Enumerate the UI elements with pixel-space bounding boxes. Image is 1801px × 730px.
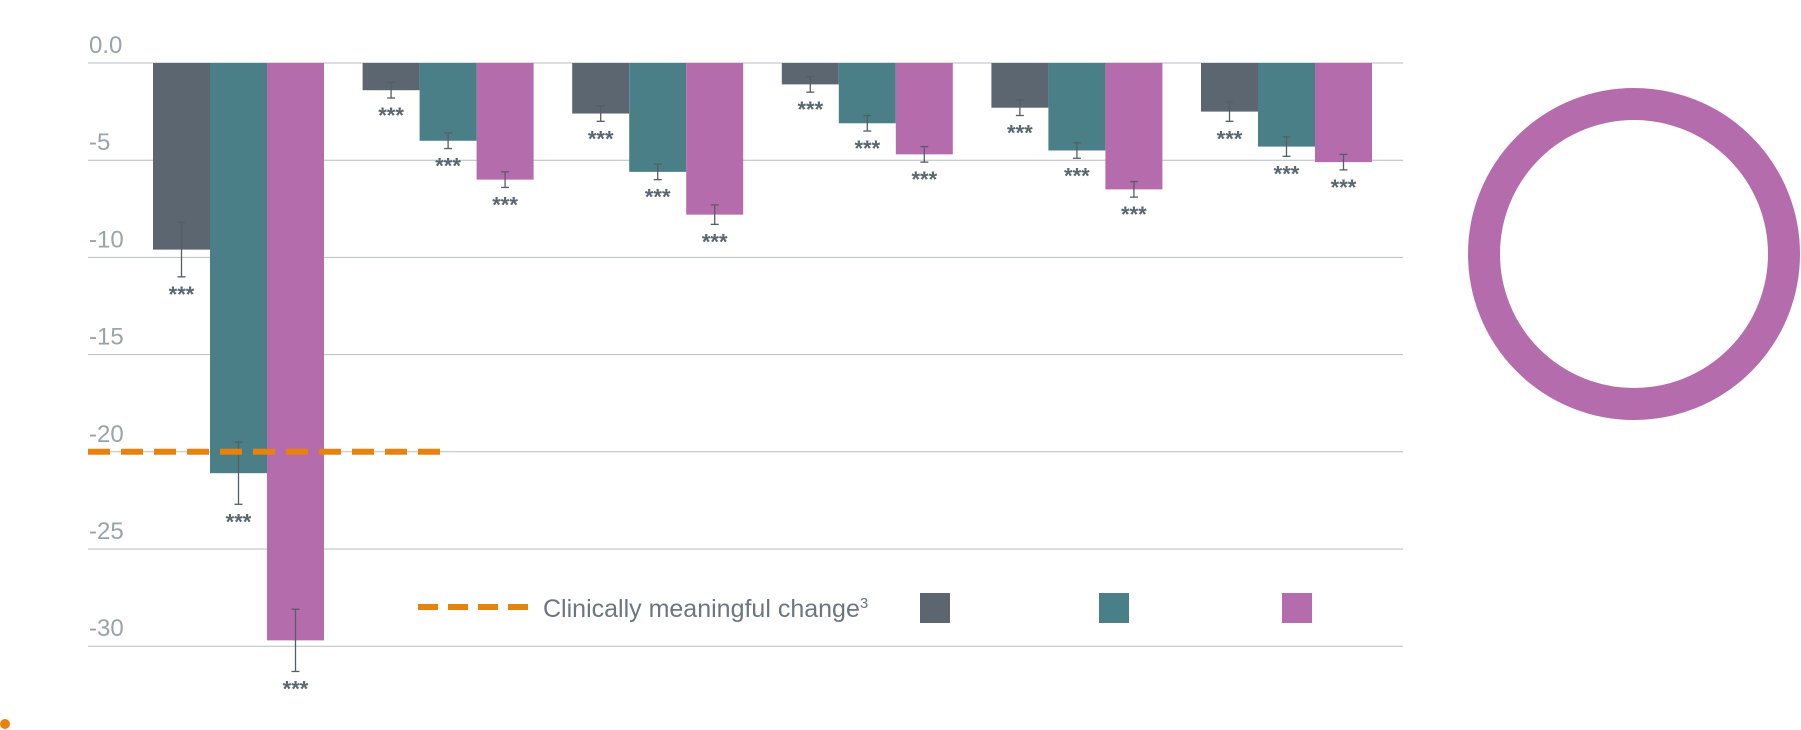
legend-swatch-series-2 bbox=[1099, 593, 1129, 623]
legend-threshold-label: Clinically meaningful change3 bbox=[543, 595, 868, 623]
significance-label: *** bbox=[378, 103, 404, 128]
significance-label: *** bbox=[588, 126, 614, 151]
bar bbox=[476, 63, 534, 180]
significance-label: *** bbox=[226, 509, 252, 534]
significance-label: *** bbox=[492, 192, 518, 217]
dot-decoration bbox=[0, 719, 10, 729]
ring-decoration bbox=[1468, 88, 1800, 420]
significance-label: *** bbox=[854, 136, 880, 161]
bar bbox=[210, 63, 267, 474]
bars: *** *** *** *** *** *** *** *** *** *** *** *** *** *… bbox=[153, 63, 1372, 701]
y-tick-label: -15 bbox=[89, 324, 124, 351]
significance-label: *** bbox=[1007, 120, 1033, 145]
bar bbox=[686, 63, 744, 215]
significance-label: *** bbox=[283, 676, 309, 701]
bar bbox=[629, 63, 687, 172]
significance-label: *** bbox=[797, 97, 823, 122]
significance-label: *** bbox=[645, 185, 671, 210]
bar bbox=[1048, 63, 1106, 151]
significance-label: *** bbox=[1274, 161, 1300, 186]
y-tick-label: 0.0 bbox=[89, 32, 122, 59]
y-tick-label: -10 bbox=[89, 226, 124, 253]
bar bbox=[838, 63, 896, 124]
significance-label: *** bbox=[169, 282, 195, 307]
significance-label: *** bbox=[435, 154, 461, 179]
bar bbox=[267, 63, 324, 641]
legend-swatch-series-1 bbox=[920, 593, 950, 623]
y-tick-label: -20 bbox=[89, 421, 124, 448]
y-tick-label: -5 bbox=[89, 129, 110, 156]
bar bbox=[781, 63, 839, 85]
significance-label: *** bbox=[1121, 202, 1147, 227]
bar bbox=[419, 63, 477, 141]
bar bbox=[1105, 63, 1163, 190]
significance-label: *** bbox=[911, 167, 937, 192]
legend: Clinically meaningful change3 bbox=[418, 593, 1312, 623]
significance-label: *** bbox=[1064, 163, 1090, 188]
y-axis: 0.0 -5 -10 -15 -20 -25 -30 bbox=[89, 32, 124, 642]
significance-label: *** bbox=[702, 229, 728, 254]
significance-label: *** bbox=[1217, 126, 1243, 151]
bar bbox=[1258, 63, 1315, 147]
bar bbox=[153, 63, 210, 250]
legend-swatch-series-3 bbox=[1282, 593, 1312, 623]
y-tick-label: -25 bbox=[89, 518, 124, 545]
significance-label: *** bbox=[1331, 175, 1357, 200]
bar bbox=[895, 63, 953, 155]
y-tick-label: -30 bbox=[89, 615, 124, 642]
bar bbox=[1315, 63, 1372, 163]
